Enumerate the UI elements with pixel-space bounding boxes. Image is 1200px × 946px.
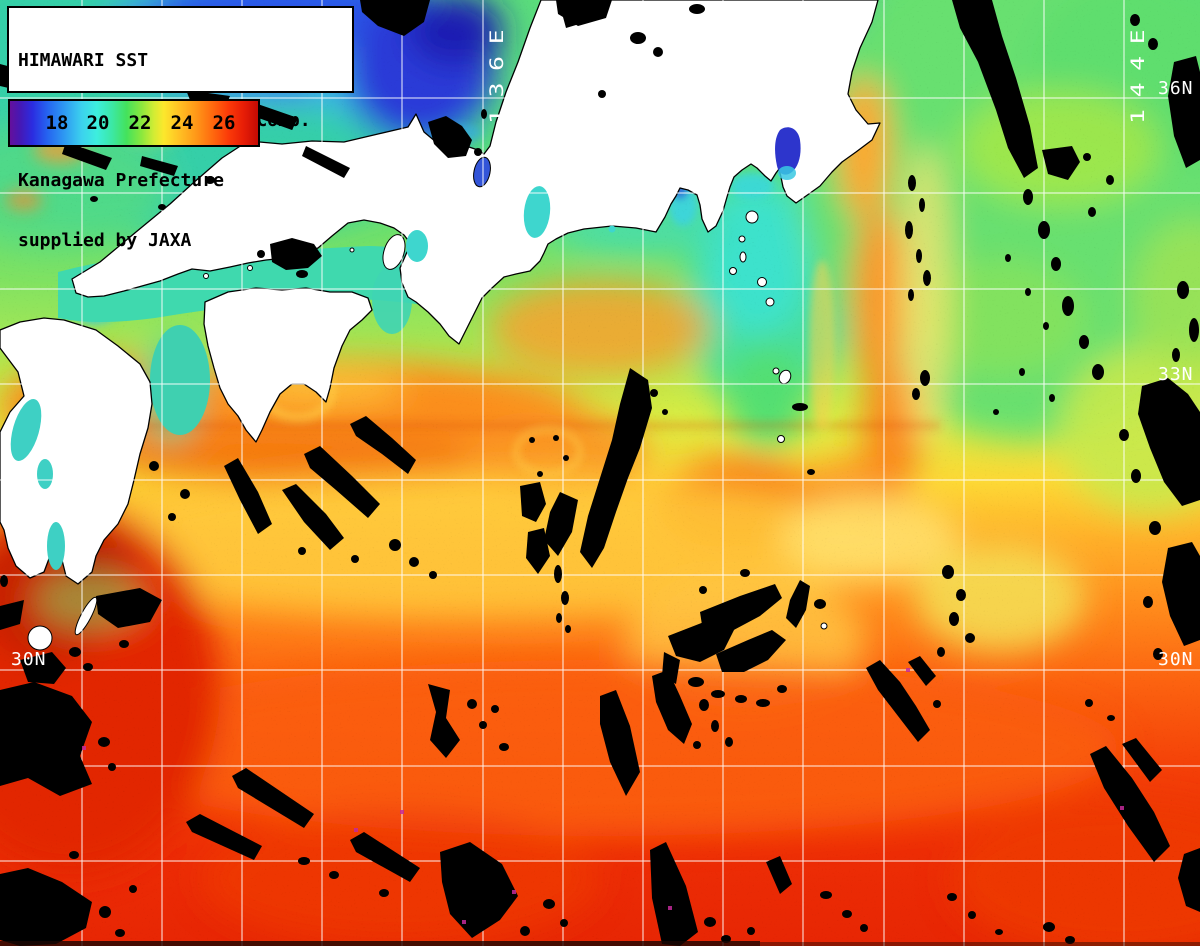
cloud-shape <box>580 368 652 568</box>
cloud-shape <box>1138 378 1200 506</box>
land-shikoku <box>203 287 373 443</box>
lat-label-30n-right: 30N <box>1158 649 1194 670</box>
bottom-edge-band-right <box>760 942 1200 946</box>
cloud-shape <box>0 868 92 946</box>
cloud-shape <box>350 416 416 474</box>
colorbar-gradient <box>10 101 258 145</box>
cloud-shape <box>1090 746 1170 862</box>
colorbar-tick-18: 18 <box>45 112 69 134</box>
title-box: HIMAWARI SST 2025/11/07 02(UTC) 3H Comp.… <box>7 6 354 251</box>
bottom-edge-band <box>0 941 760 946</box>
speckle-layer <box>82 668 1124 924</box>
cloud-shape <box>0 682 92 796</box>
title-region: Kanagawa Prefecture <box>18 170 224 191</box>
lat-label-30n-left: 30N <box>11 649 47 670</box>
colorbar-tick-26: 26 <box>212 112 236 134</box>
bay-layer <box>10 127 801 570</box>
lon-label-144e: 144E <box>1127 17 1149 125</box>
colorbar-tick-22: 22 <box>128 112 152 134</box>
cloud-shape <box>304 446 380 518</box>
colorbar-legend: 18 20 22 24 26 <box>8 99 260 147</box>
lat-label-33n-right: 33N <box>1158 364 1194 385</box>
cloud-shape <box>1162 542 1200 646</box>
cloud-shape <box>440 842 518 938</box>
lat-label-36n-right: 36N <box>1158 78 1194 99</box>
cloud-shape <box>952 0 1038 178</box>
island-layer <box>27 82 828 651</box>
colorbar-tick-20: 20 <box>86 112 110 134</box>
lon-label-136e: 136E <box>486 17 508 125</box>
colorbar-tick-24: 24 <box>170 112 194 134</box>
title-product: HIMAWARI SST <box>18 50 149 71</box>
title-credit: supplied by JAXA <box>18 230 192 251</box>
